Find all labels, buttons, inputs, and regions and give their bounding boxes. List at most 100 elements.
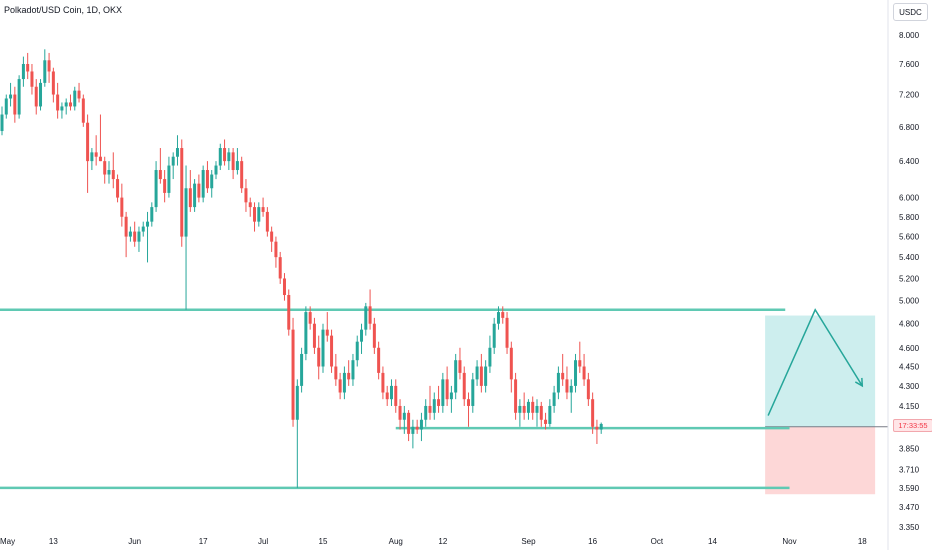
y-tick-label: 4.800 xyxy=(899,320,920,329)
candle xyxy=(265,207,269,237)
candle xyxy=(137,226,141,252)
candle-body xyxy=(287,295,291,330)
candle-body xyxy=(17,79,21,115)
candle-body xyxy=(39,82,43,107)
x-tick-label: Oct xyxy=(651,537,664,546)
candle xyxy=(514,372,518,420)
candle-body xyxy=(223,148,227,162)
y-tick-label: 7.200 xyxy=(899,91,920,100)
y-tick-label: 6.800 xyxy=(899,123,920,132)
candle-body xyxy=(321,329,325,367)
candle-body xyxy=(411,426,415,434)
candle xyxy=(257,202,261,227)
candle-body xyxy=(9,94,13,99)
candle-body xyxy=(415,426,419,430)
candle-body xyxy=(535,405,539,413)
candle-body xyxy=(347,372,351,380)
candle-body xyxy=(364,306,368,330)
candle xyxy=(235,148,239,175)
candle-body xyxy=(591,399,595,427)
candle xyxy=(565,366,569,400)
candle-body xyxy=(270,231,274,242)
candle xyxy=(496,306,500,330)
current-price-tag: 17:33:55 xyxy=(893,419,932,432)
candle xyxy=(111,152,115,189)
candle xyxy=(556,366,560,400)
candle-body xyxy=(317,347,321,367)
y-tick-label: 6.400 xyxy=(899,157,920,166)
candle-body xyxy=(244,188,248,203)
candle-body xyxy=(312,323,316,348)
candle xyxy=(214,161,218,180)
y-tick-label: 3.710 xyxy=(899,465,920,474)
candle-body xyxy=(34,86,38,107)
y-tick-label: 3.470 xyxy=(899,503,920,512)
y-tick-label: 7.600 xyxy=(899,60,920,69)
candle xyxy=(227,148,231,171)
candle xyxy=(582,353,586,386)
target-zone xyxy=(765,315,876,427)
candle xyxy=(291,317,295,427)
candle xyxy=(501,306,505,324)
candle-body xyxy=(13,94,17,115)
candle-body xyxy=(381,372,385,393)
candle-body xyxy=(437,399,441,406)
candle-body xyxy=(94,152,98,157)
candle xyxy=(4,94,8,119)
candle-body xyxy=(43,60,47,83)
candle xyxy=(419,412,423,442)
candle xyxy=(505,312,509,354)
candle xyxy=(424,399,428,427)
candle-body xyxy=(561,372,565,380)
candle-body xyxy=(377,347,381,373)
candle-body xyxy=(210,174,214,189)
candle-body xyxy=(526,401,530,413)
candle-body xyxy=(184,188,188,237)
candle-body xyxy=(402,412,406,420)
candle xyxy=(34,79,38,115)
candle xyxy=(441,372,445,413)
candle xyxy=(449,385,453,413)
candle xyxy=(428,385,432,420)
candle xyxy=(351,353,355,386)
candle xyxy=(574,353,578,393)
x-tick-label: 14 xyxy=(708,537,717,546)
candle-body xyxy=(274,241,278,258)
candle-body xyxy=(193,183,197,208)
x-tick-label: Nov xyxy=(782,537,796,546)
x-tick-label: 17 xyxy=(199,537,208,546)
candle-body xyxy=(479,366,483,386)
candle xyxy=(526,399,530,420)
candle xyxy=(231,148,235,180)
candle xyxy=(77,82,81,103)
candle-body xyxy=(141,226,145,232)
candle-body xyxy=(73,90,77,107)
currency-selector[interactable]: USDC xyxy=(893,3,928,21)
candle xyxy=(591,392,595,434)
candle-body xyxy=(325,329,329,336)
candle xyxy=(595,419,599,444)
candle-body xyxy=(308,312,312,324)
candle-body xyxy=(0,114,4,132)
candle xyxy=(68,94,72,111)
candle xyxy=(30,63,34,95)
candle-body xyxy=(163,179,167,193)
candle xyxy=(188,170,192,212)
stop-zone xyxy=(765,426,876,495)
candle xyxy=(94,135,98,166)
candle xyxy=(458,347,462,380)
candle-body xyxy=(133,231,137,242)
candle-body xyxy=(449,392,453,400)
candle-body xyxy=(300,353,304,386)
x-tick-label: 18 xyxy=(858,537,867,546)
candle xyxy=(569,379,573,413)
candle-body xyxy=(372,323,376,348)
candle xyxy=(522,392,526,420)
candle-body xyxy=(467,399,471,406)
candle-body xyxy=(458,360,462,373)
candle-body xyxy=(47,60,51,72)
candle xyxy=(81,94,85,127)
candle-body xyxy=(150,207,154,222)
candle-body xyxy=(351,360,355,380)
